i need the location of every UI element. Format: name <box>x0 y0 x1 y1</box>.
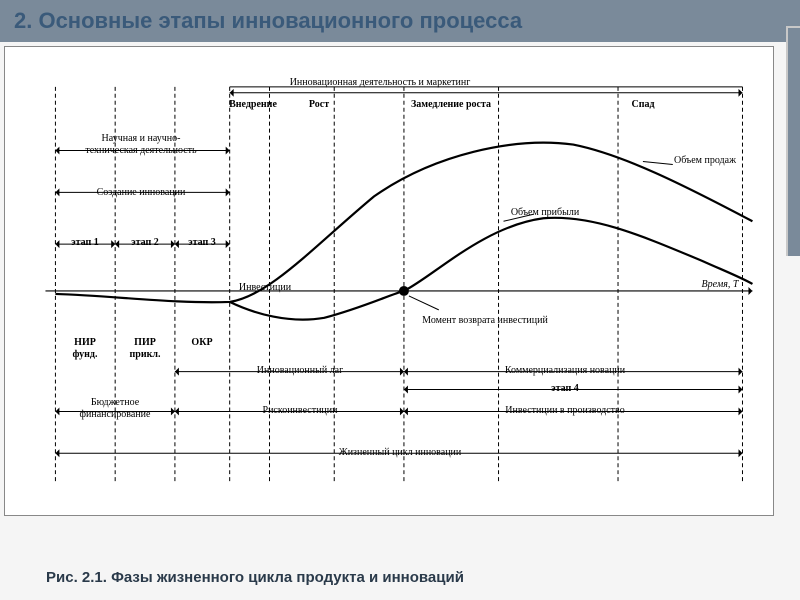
diagram-label: этап 2 <box>131 237 159 248</box>
diagram-label: Объем прибыли <box>511 207 579 218</box>
diagram-label: техническая деятельность <box>85 145 196 156</box>
diagram-label: ОКР <box>191 337 212 348</box>
diagram-label: НИР <box>74 337 96 348</box>
diagram-label: этап 3 <box>188 237 216 248</box>
diagram-label: прикл. <box>130 349 161 360</box>
diagram-label: этап 4 <box>551 383 579 394</box>
diagram-label: финансирование <box>80 409 151 420</box>
side-stripe <box>786 26 800 256</box>
figure-caption: Рис. 2.1. Фазы жизненного цикла продукта… <box>46 569 464 586</box>
diagram-label: этап 1 <box>71 237 99 248</box>
diagram-label: Инновационная деятельность и маркетинг <box>290 77 471 88</box>
diagram-label: Момент возврата инвестиций <box>422 315 548 326</box>
diagram-label: Внедрение <box>229 99 277 110</box>
diagram-label: Создание инновации <box>97 187 186 198</box>
diagram-label: ПИР <box>134 337 156 348</box>
slide-title: 2. Основные этапы инновационного процесс… <box>0 0 800 42</box>
lifecycle-diagram <box>5 47 773 515</box>
diagram-label: Научная и научно- <box>102 133 181 144</box>
diagram-container: Инновационная деятельность и маркетинг Вн… <box>4 46 774 516</box>
diagram-label: Коммерциализация новации <box>505 365 625 376</box>
diagram-label: Рискоинвестиции <box>263 405 338 416</box>
diagram-label: Замедление роста <box>411 99 491 110</box>
diagram-label: Спад <box>631 99 654 110</box>
diagram-label: Рост <box>309 99 329 110</box>
diagram-label: Инвестиции в производство <box>505 405 624 416</box>
diagram-label: Время, Т <box>702 279 739 290</box>
diagram-label: Инновационный лаг <box>257 365 343 376</box>
diagram-label: Инвестиции <box>239 282 291 293</box>
diagram-label: Бюджетное <box>91 397 139 408</box>
diagram-label: Жизненный цикл инновации <box>339 447 462 458</box>
diagram-label: Объем продаж <box>674 155 736 166</box>
diagram-label: фунд. <box>73 349 98 360</box>
